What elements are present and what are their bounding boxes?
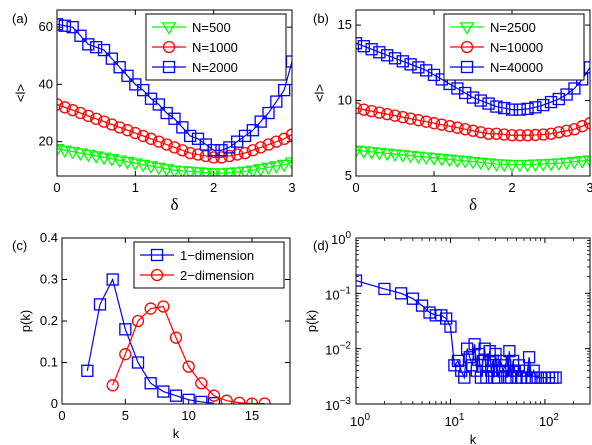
y-tick-label: 40 — [39, 76, 53, 91]
series-group — [351, 275, 562, 383]
x-tick-label: 3 — [288, 180, 295, 195]
panel-label-d: (d) — [313, 238, 329, 253]
y-tick-label: 5 — [345, 168, 352, 183]
legend-label: N=40000 — [490, 60, 543, 75]
x-axis-label: δ — [170, 195, 178, 214]
x-tick-label: 1 — [430, 180, 437, 195]
y-axis-label: p(k) — [18, 310, 33, 332]
panel-label-a: (a) — [12, 11, 28, 26]
y-tick-label: 10−1 — [325, 285, 351, 302]
x-tick-label: 0 — [58, 408, 65, 423]
series-group — [82, 274, 270, 409]
y-axis-label: <l> — [13, 84, 28, 102]
plot-2: 0 5 10 15 0 0.1 0.2 0.3 0.4 k p(k) 1−dimension 2−dim… — [18, 230, 290, 441]
legend-label: N=2500 — [490, 20, 536, 35]
legend: 1−dimension 2−dimension — [134, 242, 284, 288]
y-tick-label: 0.2 — [40, 313, 58, 328]
y-tick-label: 100 — [331, 230, 351, 247]
legend-label: N=10000 — [490, 40, 543, 55]
x-axis-label: k — [173, 426, 180, 441]
y-tick-label: 0 — [51, 396, 58, 411]
panel-d: (d) — [313, 238, 329, 253]
plot-0: 0 1 2 3 20 40 60 δ <l> N=500 N=1000 N=2000 — [13, 10, 298, 214]
x-tick-label: 10 — [181, 408, 195, 423]
x-tick-label: 2 — [210, 180, 217, 195]
legend-label: 2−dimension — [180, 268, 254, 283]
panel-label-b: (b) — [313, 11, 329, 26]
plot-1: 0 1 2 3 5 10 15 δ <l> N=2500 N=10000 N=40000 — [312, 10, 592, 214]
series-line-0 — [87, 280, 214, 404]
y-tick-label: 10−2 — [325, 341, 351, 358]
x-tick-label: 102 — [539, 412, 559, 429]
legend: N=2500 N=10000 N=40000 — [444, 14, 584, 80]
y-tick-label: 20 — [39, 134, 53, 149]
x-tick-label: 2 — [508, 180, 515, 195]
legend-label: N=1000 — [192, 40, 238, 55]
y-tick-label: 15 — [338, 17, 352, 32]
legend: N=500 N=1000 N=2000 — [146, 14, 286, 80]
y-tick-label: 60 — [39, 19, 53, 34]
plot-3: 100 101 102 10−3 10−2 10−1 100 k p(k) — [304, 230, 590, 445]
x-tick-label: 15 — [245, 408, 259, 423]
panel-label-c: (c) — [12, 238, 27, 253]
y-tick-label: 10−3 — [325, 396, 351, 413]
legend-label: 1−dimension — [180, 248, 254, 263]
y-tick-label: 10 — [338, 93, 352, 108]
y-axis-label: p(k) — [304, 310, 319, 332]
panel-c: (c) — [12, 238, 27, 253]
x-axis-label: δ — [469, 195, 477, 214]
data-point — [585, 62, 592, 73]
y-tick-label: 0.1 — [40, 355, 58, 370]
legend-label: N=2000 — [192, 60, 238, 75]
y-tick-label: 0.4 — [40, 230, 58, 245]
x-axis-label: k — [470, 432, 477, 445]
x-tick-label: 3 — [586, 180, 592, 195]
y-tick-label: 0.3 — [40, 272, 58, 287]
panel-a: (a) — [12, 11, 28, 26]
x-tick-label: 0 — [53, 180, 60, 195]
x-tick-label: 100 — [350, 412, 370, 429]
x-tick-label: 5 — [122, 408, 129, 423]
panel-b: (b) — [313, 11, 329, 26]
y-axis-label: <l> — [312, 84, 327, 102]
legend-label: N=500 — [192, 20, 231, 35]
x-tick-label: 101 — [444, 412, 464, 429]
x-tick-label: 0 — [352, 180, 359, 195]
x-tick-label: 1 — [132, 180, 139, 195]
